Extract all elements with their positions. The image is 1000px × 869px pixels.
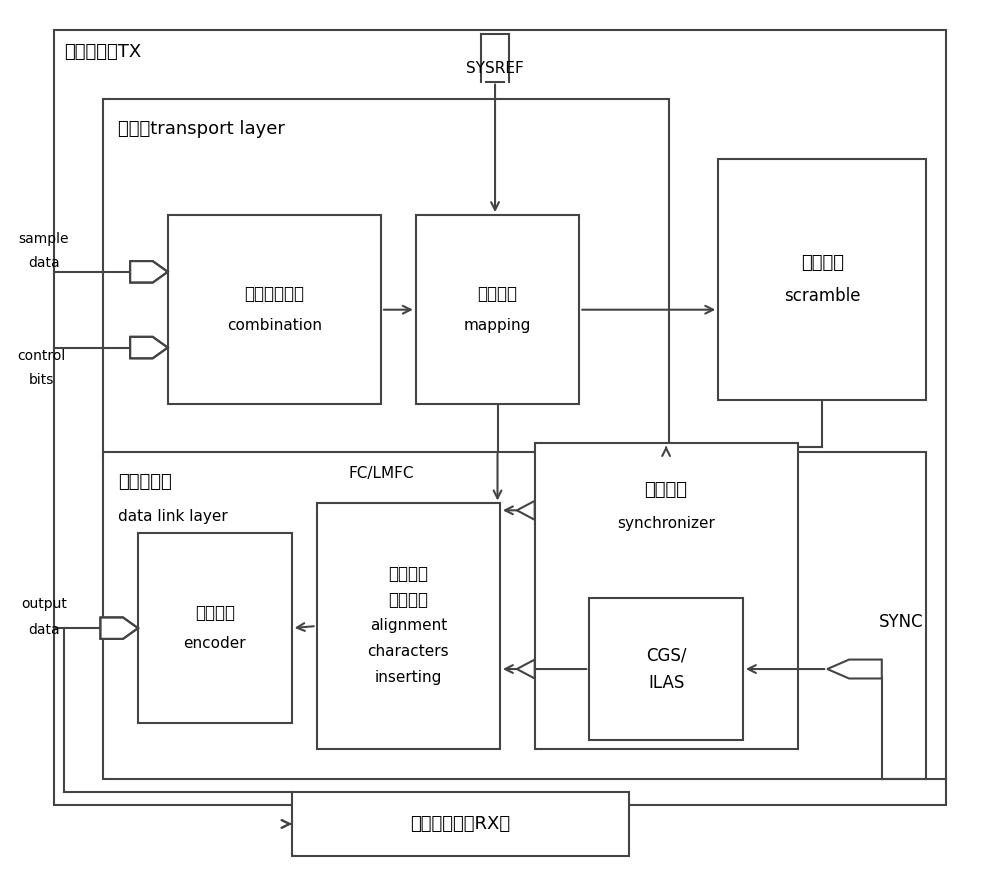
Text: CGS/: CGS/ xyxy=(646,647,686,664)
Text: inserting: inserting xyxy=(375,670,442,685)
Text: 编码模块: 编码模块 xyxy=(195,604,235,621)
Polygon shape xyxy=(130,261,168,282)
Text: 数据组合模块: 数据组合模块 xyxy=(244,285,304,303)
Bar xyxy=(138,534,292,723)
Text: 同步模块: 同步模块 xyxy=(645,481,688,500)
Text: combination: combination xyxy=(227,318,322,333)
Text: alignment: alignment xyxy=(370,619,447,634)
Text: data link layer: data link layer xyxy=(118,508,228,524)
Polygon shape xyxy=(517,501,535,520)
Text: FC/LMFC: FC/LMFC xyxy=(348,466,414,481)
Text: 加扰模块: 加扰模块 xyxy=(801,255,844,272)
Text: data: data xyxy=(28,256,60,270)
Text: scramble: scramble xyxy=(784,287,861,305)
Bar xyxy=(168,215,381,404)
Text: encoder: encoder xyxy=(184,636,246,651)
Text: 接收端电路（RX）: 接收端电路（RX） xyxy=(410,815,510,833)
Bar xyxy=(103,452,926,779)
Text: 映射单元: 映射单元 xyxy=(478,285,518,303)
Bar xyxy=(416,215,579,404)
Bar xyxy=(718,159,926,400)
Polygon shape xyxy=(130,337,168,358)
Text: characters: characters xyxy=(367,644,449,660)
Text: 发送端电路TX: 发送端电路TX xyxy=(64,43,141,61)
Polygon shape xyxy=(100,617,138,639)
Text: 控制字符: 控制字符 xyxy=(388,566,428,583)
Text: ILAS: ILAS xyxy=(648,673,684,692)
Text: SYNC: SYNC xyxy=(879,613,924,631)
Text: 传输层transport layer: 传输层transport layer xyxy=(118,120,285,138)
Text: control: control xyxy=(18,349,66,363)
Text: SYSREF: SYSREF xyxy=(466,61,524,76)
Text: data: data xyxy=(28,623,60,637)
Bar xyxy=(317,503,500,748)
Text: 插入模块: 插入模块 xyxy=(388,591,428,609)
Text: bits: bits xyxy=(29,374,55,388)
Polygon shape xyxy=(827,660,882,679)
Bar xyxy=(292,792,629,856)
Bar xyxy=(535,443,798,748)
Text: mapping: mapping xyxy=(464,318,531,333)
Polygon shape xyxy=(517,660,535,679)
Text: output: output xyxy=(21,597,67,611)
Text: sample: sample xyxy=(19,232,69,246)
Bar xyxy=(589,598,743,740)
Text: 数据链路层: 数据链路层 xyxy=(118,473,172,491)
Bar xyxy=(103,99,669,461)
Text: synchronizer: synchronizer xyxy=(617,515,715,531)
